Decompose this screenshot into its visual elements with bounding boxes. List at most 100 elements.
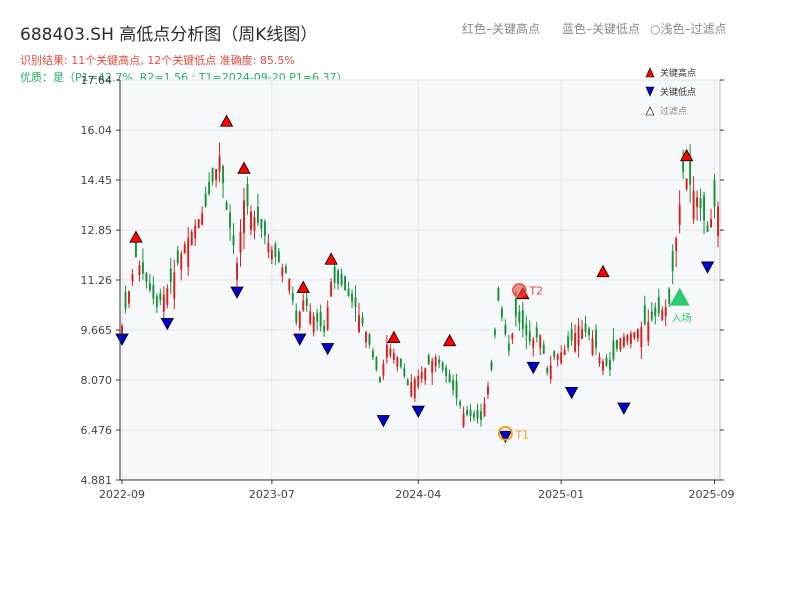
candle-body — [197, 219, 200, 228]
plot-legend: 关键高点 关键低点 过滤点 — [645, 67, 696, 117]
y-tick-label: 11.26 — [81, 274, 113, 287]
candle-body — [598, 357, 601, 364]
candle-body — [556, 354, 559, 360]
candle-body — [441, 362, 444, 370]
candle-body — [121, 325, 123, 334]
candle-body — [605, 357, 608, 366]
legend-high-marker — [645, 67, 655, 78]
candle-body — [239, 231, 242, 253]
candle-body — [291, 292, 294, 301]
candle-body — [518, 311, 521, 323]
candle-body — [134, 242, 137, 257]
candle-body — [608, 359, 611, 370]
candle-body — [159, 293, 162, 301]
candle-body — [389, 348, 392, 356]
candle-body — [431, 360, 434, 373]
candle-body — [445, 367, 448, 376]
candle-body — [347, 288, 350, 297]
candle-body — [504, 324, 507, 335]
key-high-marker — [129, 230, 143, 243]
candle-body — [567, 336, 570, 348]
candle-body — [462, 413, 465, 427]
candle-body — [710, 219, 712, 228]
candle-body — [434, 357, 437, 367]
legend-high-label: 关键高点 — [660, 67, 696, 79]
candle-body — [166, 288, 169, 305]
candle-body — [438, 359, 441, 364]
candle-body — [319, 312, 322, 327]
candle-body — [361, 317, 364, 324]
key-high-marker — [596, 264, 610, 278]
x-tick-label: 2023-07 — [249, 488, 295, 501]
candle-body — [330, 281, 333, 297]
candle-body — [295, 310, 298, 323]
candle-body — [333, 266, 336, 283]
candle-body — [145, 273, 148, 282]
candle-body — [591, 338, 594, 355]
candle-body — [427, 355, 430, 365]
candle-body — [260, 219, 263, 229]
legend-low-marker — [645, 86, 655, 97]
candle-body — [542, 344, 545, 355]
candle-body — [507, 343, 510, 351]
candle-body — [392, 352, 395, 360]
candle-body — [553, 351, 556, 358]
candle-body — [615, 339, 618, 349]
candle-body — [326, 306, 329, 330]
candle-body — [194, 225, 197, 239]
candle-body — [399, 358, 402, 367]
key-low-marker — [564, 386, 579, 400]
candle-body — [668, 288, 671, 304]
candle-body — [671, 251, 674, 271]
candle-body — [417, 375, 420, 387]
key-high-marker — [679, 148, 694, 162]
candle-body — [493, 329, 496, 336]
candle-body — [633, 332, 636, 339]
chart-title: 688403.SH 高低点分析图（周K线图） — [20, 25, 318, 45]
candle-body — [546, 367, 549, 373]
entry-label: 入场 — [672, 312, 692, 325]
key-low-marker — [526, 361, 540, 375]
candle-body — [661, 310, 664, 320]
t1-label: T1 — [514, 428, 529, 441]
candle-body — [152, 285, 155, 299]
candle-body — [539, 335, 542, 349]
candle-body — [654, 307, 657, 317]
y-tick-label: 17.64 — [81, 74, 113, 87]
y-tick-label: 12.85 — [81, 224, 113, 237]
candle-body — [448, 373, 451, 383]
candle-body — [176, 250, 179, 264]
candle-body — [636, 329, 639, 339]
candle-body — [155, 296, 158, 307]
candle-body — [476, 409, 479, 419]
candle-body — [225, 202, 228, 210]
candle-body — [459, 401, 462, 406]
key-low-marker — [411, 405, 425, 418]
result-summary: 识别结果: 11个关键高点, 12个关键低点 准确度: 85.5% — [20, 54, 295, 67]
y-tick-label: 8.070 — [81, 374, 113, 387]
candle-body — [288, 278, 291, 291]
candle-body — [483, 403, 486, 417]
x-tick-label: 2025-09 — [689, 488, 735, 501]
x-tick-label: 2025-01 — [538, 488, 584, 501]
candle-body — [267, 242, 270, 253]
candle-body — [682, 159, 685, 173]
candle-body — [204, 193, 207, 207]
candle-body — [689, 155, 692, 185]
candle-body — [602, 361, 604, 371]
legend-blue-note: 蓝色–关键低点 — [562, 22, 641, 36]
candle-body — [169, 268, 172, 282]
candle-body — [211, 168, 214, 182]
candle-body — [511, 333, 514, 340]
y-tick-label: 4.881 — [81, 474, 113, 487]
candle-body — [692, 190, 695, 220]
candle-body — [626, 335, 629, 342]
candle-body — [351, 293, 353, 302]
candle-body — [222, 165, 225, 184]
candle-body — [563, 350, 566, 355]
candle-body — [138, 265, 141, 276]
candle-body — [549, 364, 552, 380]
candle-body — [354, 297, 357, 307]
candle-body — [382, 363, 385, 376]
candle-body — [473, 413, 475, 418]
